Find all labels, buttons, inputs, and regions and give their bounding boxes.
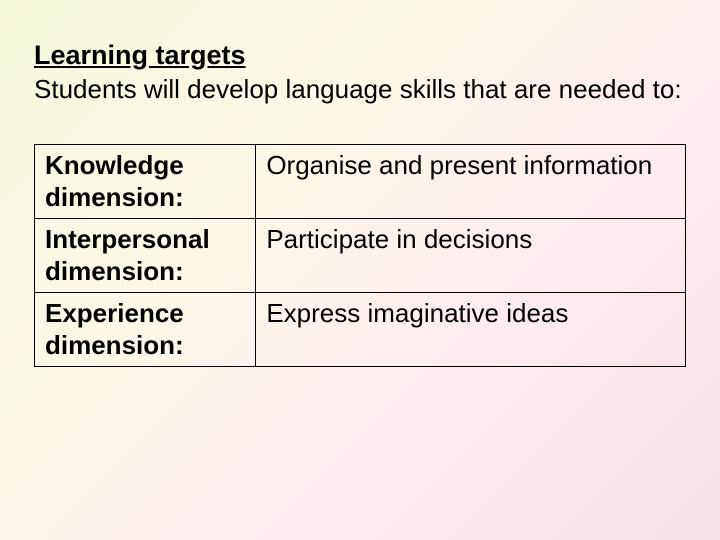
table-row: Knowledge dimension:Organise and present… bbox=[35, 144, 686, 218]
page-heading: Learning targets bbox=[34, 40, 686, 71]
table-row: Experience dimension:Express imaginative… bbox=[35, 292, 686, 366]
dimensions-table: Knowledge dimension:Organise and present… bbox=[34, 144, 686, 367]
table-row: Interpersonal dimension:Participate in d… bbox=[35, 218, 686, 292]
dimension-label: Interpersonal dimension: bbox=[35, 218, 256, 292]
dimension-value: Express imaginative ideas bbox=[256, 292, 686, 366]
dimension-value: Organise and present information bbox=[256, 144, 686, 218]
page-subheading: Students will develop language skills th… bbox=[34, 73, 686, 106]
dimension-label: Experience dimension: bbox=[35, 292, 256, 366]
dimensions-table-body: Knowledge dimension:Organise and present… bbox=[35, 144, 686, 366]
dimension-value: Participate in decisions bbox=[256, 218, 686, 292]
dimension-label: Knowledge dimension: bbox=[35, 144, 256, 218]
